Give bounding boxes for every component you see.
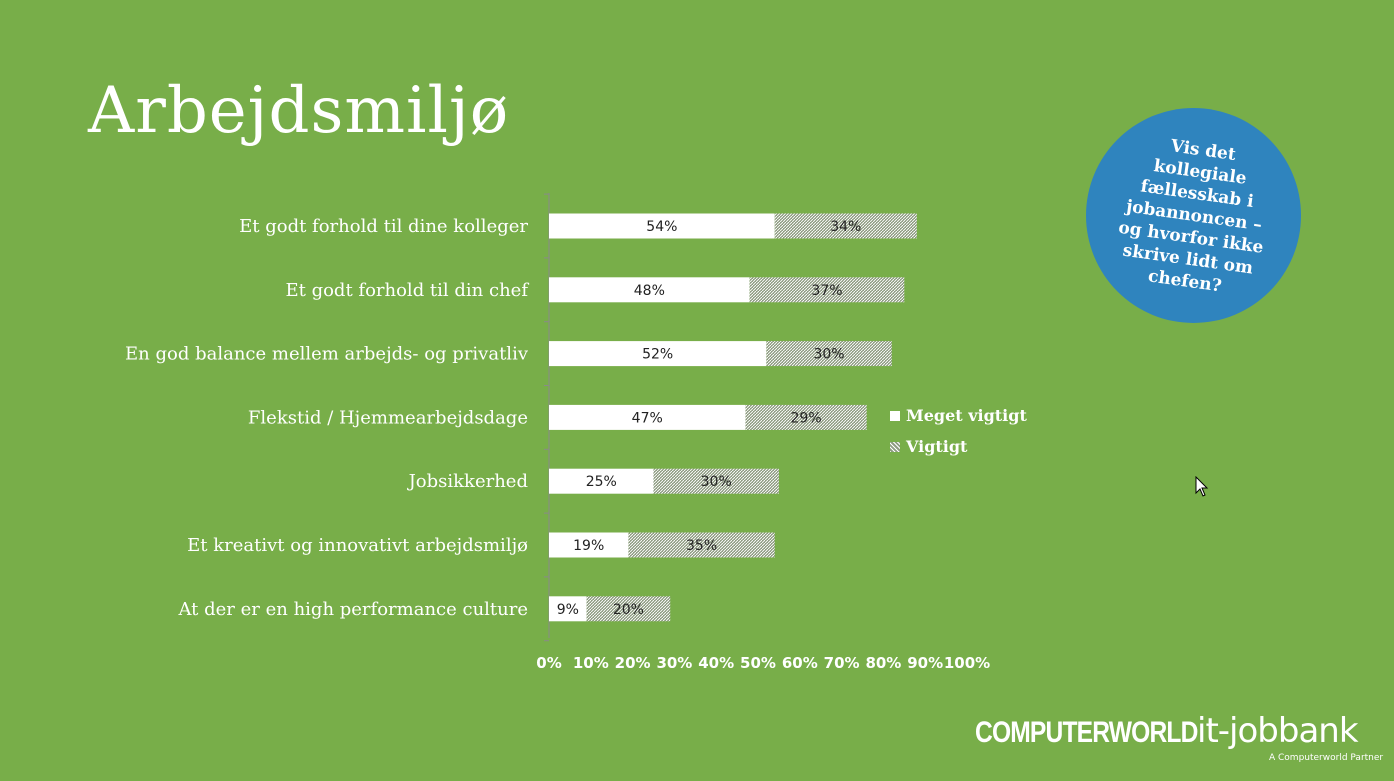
bar-meget-vigtigt (549, 277, 750, 303)
bar-vigtigt (653, 468, 779, 494)
bar-vigtigt (749, 277, 905, 303)
data-label: 37% (811, 283, 842, 299)
itjobbank-logo: it-jobbank A Computerworld Partner (1197, 711, 1383, 763)
legend-label: Meget vigtigt (906, 406, 1027, 425)
itjobbank-logo-subtitle: A Computerworld Partner (1269, 753, 1384, 763)
legend-label: Vigtigt (906, 437, 968, 456)
callout-bubble: Vis det kollegiale fællesskab i jobannon… (1086, 108, 1301, 323)
bar-meget-vigtigt (549, 404, 746, 430)
bar-vigtigt (774, 213, 917, 239)
data-label: 35% (686, 538, 717, 554)
x-tick-label: 80% (865, 654, 901, 672)
data-label: 30% (813, 347, 844, 363)
bar-meget-vigtigt (549, 596, 587, 622)
bar-vigtigt (766, 341, 892, 367)
data-label: 52% (642, 347, 673, 363)
data-label: 48% (634, 283, 665, 299)
category-label: Jobsikkerhed (407, 471, 528, 492)
data-label: 30% (701, 474, 732, 490)
bar-meget-vigtigt (549, 213, 775, 239)
bar-vigtigt (586, 596, 671, 622)
legend-item-vigtigt: Vigtigt (890, 431, 1027, 462)
data-label: 25% (586, 474, 617, 490)
category-label: En god balance mellem arbejds- og privat… (125, 344, 529, 365)
bar-vigtigt (628, 532, 775, 558)
data-label: 19% (573, 538, 604, 554)
category-label: Flekstid / Hjemmearbejdsdage (248, 407, 528, 428)
category-label: Et kreativt og innovativt arbejdsmiljø (187, 535, 528, 556)
itjobbank-logo-text: it-jobbank (1197, 711, 1359, 751)
bar-meget-vigtigt (549, 532, 629, 558)
callout-text: Vis det kollegiale fællesskab i jobannon… (1116, 135, 1265, 296)
data-label: 34% (830, 219, 861, 235)
x-tick-label: 20% (615, 654, 651, 672)
mouse-cursor-icon (1195, 476, 1209, 497)
x-tick-label: 0% (536, 654, 561, 672)
page-title: Arbejdsmiljø (88, 74, 510, 148)
data-label: 54% (646, 219, 677, 235)
category-label: Et godt forhold til dine kolleger (239, 216, 528, 237)
bar-meget-vigtigt (549, 341, 767, 367)
data-label: 47% (632, 410, 663, 426)
category-label: Et godt forhold til din chef (285, 280, 529, 301)
x-tick-label: 100% (944, 654, 990, 672)
chart-legend: Meget vigtigt Vigtigt (890, 400, 1027, 462)
x-tick-label: 50% (740, 654, 776, 672)
x-tick-label: 30% (656, 654, 692, 672)
bar-meget-vigtigt (549, 468, 654, 494)
legend-swatch-solid (890, 410, 900, 421)
x-tick-label: 90% (907, 654, 943, 672)
legend-swatch-hatched (890, 441, 900, 452)
x-tick-label: 70% (824, 654, 860, 672)
legend-item-meget-vigtigt: Meget vigtigt (890, 400, 1027, 431)
x-tick-label: 60% (782, 654, 818, 672)
data-label: 9% (557, 602, 579, 618)
category-label: At der er en high performance culture (177, 599, 528, 620)
data-label: 20% (613, 602, 644, 618)
computerworld-logo: COMPUTERWORLD (975, 716, 1198, 749)
x-tick-label: 10% (573, 654, 609, 672)
bar-vigtigt (745, 404, 867, 430)
data-label: 29% (791, 410, 822, 426)
x-tick-label: 40% (698, 654, 734, 672)
